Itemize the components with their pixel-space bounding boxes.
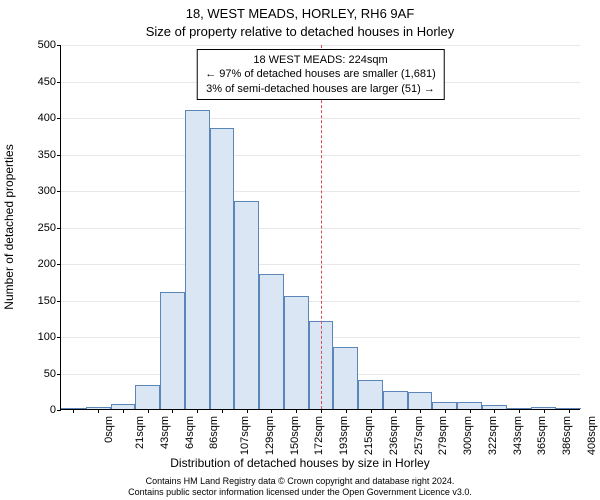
x-tick-label: 129sqm [264,416,276,455]
x-tick-label: 365sqm [536,416,548,455]
annotation-box: 18 WEST MEADS: 224sqm← 97% of detached h… [196,49,445,100]
histogram-bar [135,385,160,409]
chart-title: 18, WEST MEADS, HORLEY, RH6 9AF [0,6,600,21]
y-tick-label: 0 [16,404,56,416]
x-tick-mark [395,409,396,413]
x-tick-label: 21sqm [134,416,146,449]
histogram-bar [358,380,383,409]
x-tick-label: 300sqm [462,416,474,455]
histogram-bar [432,402,457,409]
y-tick-label: 250 [16,222,56,234]
y-tick-label: 100 [16,331,56,343]
x-tick-label: 43sqm [159,416,171,449]
x-tick-label: 386sqm [561,416,573,455]
x-tick-label: 150sqm [289,416,301,455]
y-tick-mark [57,301,61,302]
x-tick-mark [321,409,322,413]
y-tick-mark [57,410,61,411]
x-tick-mark [371,409,372,413]
footer-line1: Contains HM Land Registry data © Crown c… [0,476,600,487]
annotation-line: 18 WEST MEADS: 224sqm [205,53,436,67]
y-tick-label: 450 [16,76,56,88]
histogram-bar [333,347,358,409]
x-tick-label: 64sqm [184,416,196,449]
y-tick-mark [57,337,61,338]
y-tick-mark [57,264,61,265]
x-tick-label: 172sqm [314,416,326,455]
x-tick-label: 343sqm [512,416,524,455]
x-tick-label: 408sqm [586,416,598,455]
x-tick-label: 86sqm [208,416,220,449]
x-tick-mark [569,409,570,413]
y-tick-label: 300 [16,185,56,197]
x-tick-mark [73,409,74,413]
y-tick-mark [57,155,61,156]
x-tick-label: 107sqm [239,416,251,455]
x-tick-mark [123,409,124,413]
y-tick-mark [57,191,61,192]
chart-container: 18, WEST MEADS, HORLEY, RH6 9AF Size of … [0,0,600,500]
plot-area: 18 WEST MEADS: 224sqm← 97% of detached h… [60,45,580,410]
x-tick-label: 279sqm [437,416,449,455]
x-tick-mark [296,409,297,413]
x-tick-mark [470,409,471,413]
histogram-bar [383,391,408,409]
histogram-bar [259,274,284,409]
x-tick-mark [420,409,421,413]
x-tick-label: 236sqm [388,416,400,455]
histogram-bar [185,110,210,409]
x-tick-label: 193sqm [338,416,350,455]
histogram-bar [234,201,259,409]
x-tick-label: 322sqm [487,416,499,455]
y-tick-mark [57,118,61,119]
y-tick-label: 50 [16,368,56,380]
histogram-bar [210,128,235,409]
histogram-bar [408,392,433,409]
x-tick-label: 257sqm [413,416,425,455]
x-tick-mark [222,409,223,413]
y-tick-mark [57,45,61,46]
x-tick-mark [494,409,495,413]
y-axis-label: Number of detached properties [2,144,16,309]
annotation-line: ← 97% of detached houses are smaller (1,… [205,67,436,81]
x-tick-mark [98,409,99,413]
footer-line2: Contains public sector information licen… [0,487,600,498]
y-tick-label: 350 [16,149,56,161]
y-tick-label: 150 [16,295,56,307]
y-tick-mark [57,374,61,375]
x-tick-mark [172,409,173,413]
chart-subtitle: Size of property relative to detached ho… [0,24,600,39]
x-axis-label: Distribution of detached houses by size … [0,456,600,470]
x-tick-mark [271,409,272,413]
y-tick-label: 400 [16,112,56,124]
histogram-bar [284,296,309,409]
x-tick-label: 215sqm [363,416,375,455]
y-tick-mark [57,228,61,229]
histogram-bar [160,292,185,409]
x-tick-mark [148,409,149,413]
y-tick-mark [57,82,61,83]
x-tick-mark [519,409,520,413]
x-tick-mark [445,409,446,413]
y-tick-label: 500 [16,39,56,51]
y-tick-label: 200 [16,258,56,270]
annotation-line: 3% of semi-detached houses are larger (5… [205,82,436,96]
x-tick-mark [197,409,198,413]
x-tick-mark [544,409,545,413]
x-tick-mark [247,409,248,413]
footer-attribution: Contains HM Land Registry data © Crown c… [0,476,600,498]
x-tick-mark [346,409,347,413]
x-tick-label: 0sqm [103,416,115,443]
